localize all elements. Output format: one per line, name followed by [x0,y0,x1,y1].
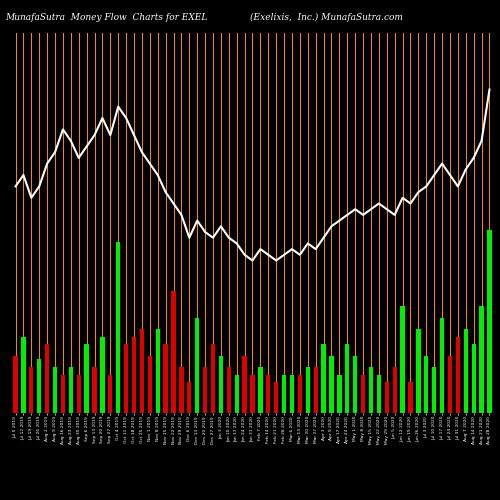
Bar [464,329,468,412]
Bar [384,382,389,412]
Bar [22,336,26,412]
Bar [53,367,57,412]
Bar [211,344,215,412]
Bar [234,374,239,412]
Bar [68,367,73,412]
Bar [258,367,262,412]
Bar [416,329,420,412]
Bar [148,356,152,412]
Bar [116,242,120,412]
Bar [361,374,366,412]
Bar [172,291,175,412]
Bar [298,374,302,412]
Bar [330,356,334,412]
Bar [45,344,50,412]
Bar [274,382,278,412]
Bar [179,367,184,412]
Bar [100,336,104,412]
Bar [250,374,254,412]
Bar [76,374,81,412]
Bar [322,344,326,412]
Bar [195,318,200,412]
Bar [108,374,112,412]
Text: (Exelixis,  Inc.) MunafaSutra.com: (Exelixis, Inc.) MunafaSutra.com [250,12,403,22]
Bar [432,367,436,412]
Bar [14,356,18,412]
Bar [140,329,144,412]
Bar [242,356,247,412]
Bar [448,356,452,412]
Bar [124,344,128,412]
Bar [266,374,270,412]
Bar [400,306,405,412]
Bar [226,367,231,412]
Bar [353,356,358,412]
Bar [29,367,34,412]
Bar [456,336,460,412]
Bar [282,374,286,412]
Bar [440,318,444,412]
Bar [369,367,373,412]
Bar [337,374,342,412]
Bar [203,367,207,412]
Bar [187,382,192,412]
Bar [472,344,476,412]
Bar [156,329,160,412]
Bar [37,360,42,412]
Text: MunafaSutra  Money Flow  Charts for EXEL: MunafaSutra Money Flow Charts for EXEL [5,12,207,22]
Bar [424,356,428,412]
Bar [290,374,294,412]
Bar [218,356,223,412]
Bar [480,306,484,412]
Bar [92,367,96,412]
Bar [314,367,318,412]
Bar [164,344,168,412]
Bar [392,367,397,412]
Bar [306,367,310,412]
Bar [488,230,492,412]
Bar [376,374,381,412]
Bar [84,344,89,412]
Bar [61,374,65,412]
Bar [132,336,136,412]
Bar [408,382,412,412]
Bar [345,344,350,412]
